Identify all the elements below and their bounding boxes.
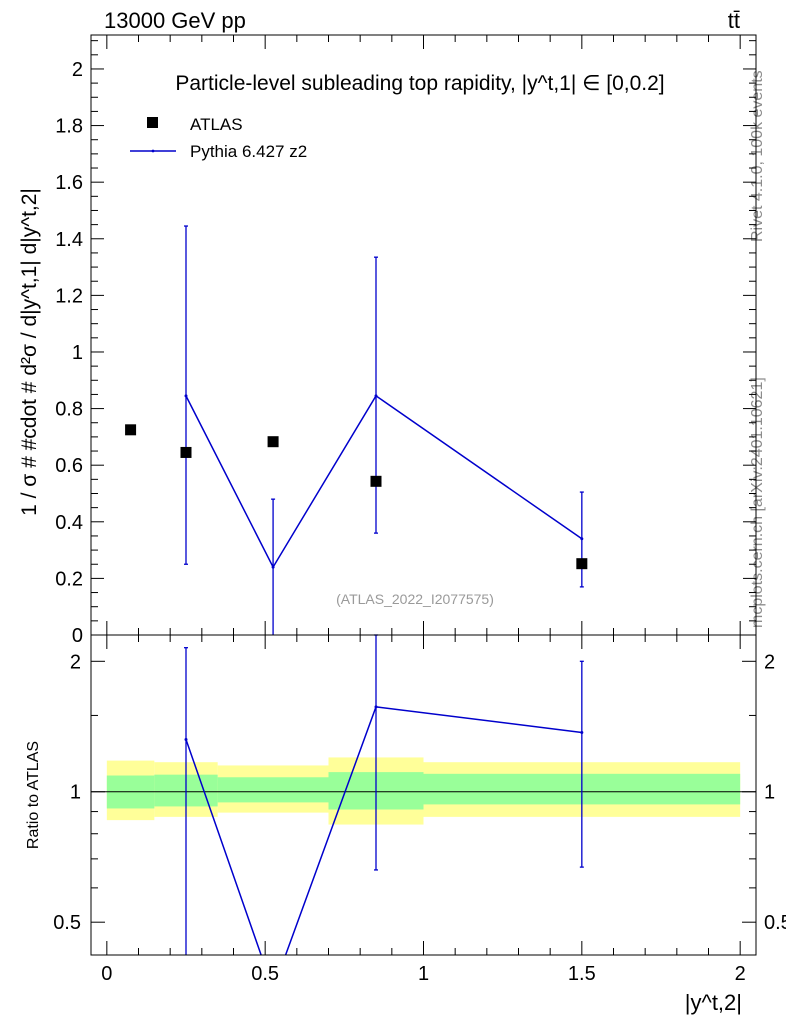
main-ytick-label: 1.8 xyxy=(55,116,83,138)
main-ytick-label: 1.2 xyxy=(55,285,83,307)
legend-atlas-marker xyxy=(147,117,158,128)
ratio-mc-point xyxy=(580,731,584,735)
ratio-ytick-label: 1 xyxy=(70,782,81,804)
ratio-ytick-label-right: 1 xyxy=(764,782,775,804)
ratio-xtick-label: 2 xyxy=(735,963,746,985)
atlas-data-point xyxy=(180,446,192,458)
header-left: 13000 GeV pp xyxy=(104,8,246,33)
main-ytick-label: 2 xyxy=(72,59,83,81)
main-ytick-label: 0.8 xyxy=(55,399,83,421)
ratio-mc-line xyxy=(185,706,582,955)
main-ytick-label: 0 xyxy=(72,625,83,647)
ratio-panel: 0.5 0.5 1 1 2 2 0 0.5 1 1.5 2 Ratio to ATLAS |y^t… xyxy=(25,634,786,1015)
mc-point xyxy=(580,537,584,541)
legend-mc-label: Pythia 6.427 z2 xyxy=(190,142,307,161)
mc-point xyxy=(374,394,378,398)
legend-atlas-label: ATLAS xyxy=(190,115,243,134)
ratio-xlabel: |y^t,2| xyxy=(685,990,742,1015)
ratio-ytick-label-right: 2 xyxy=(764,651,775,673)
ratio-xtick-label: 0.5 xyxy=(251,963,279,985)
atlas-data-point xyxy=(125,424,137,436)
ratio-ytick-label: 2 xyxy=(70,651,81,673)
main-ytick-label: 0.6 xyxy=(55,455,83,477)
atlas-data-point xyxy=(370,475,382,487)
ratio-xtick-label: 0 xyxy=(101,963,112,985)
ratio-xtick-label: 1 xyxy=(418,963,429,985)
main-panel: 0 0.2 0.4 0.6 0.8 1 1.2 1.4 1.6 1.8 2 Particle-lev… xyxy=(18,34,757,647)
ratio-mc-point xyxy=(374,705,378,709)
main-ytick-label: 1 xyxy=(72,342,83,364)
ratio-ytick-label: 0.5 xyxy=(53,912,81,934)
ratio-ytick-label-right: 0.5 xyxy=(764,912,786,934)
rivet-label: Rivet 4.1.0, 100k events xyxy=(749,70,766,242)
main-title: Particle-level subleading top rapidity, … xyxy=(175,72,664,95)
ratio-ylabel: Ratio to ATLAS xyxy=(25,741,42,849)
mc-series-line xyxy=(185,394,583,569)
analysis-watermark: (ATLAS_2022_I2077575) xyxy=(336,591,494,607)
ratio-mc-point xyxy=(184,737,188,741)
legend-mc-marker xyxy=(151,149,155,153)
mcplots-label: mcplots.cern.ch [arXiv:2401.10621] xyxy=(749,377,766,628)
main-ytick-label: 1.4 xyxy=(55,229,83,251)
mc-point xyxy=(184,394,188,398)
main-ylabel: 1 / σ # #cdot # d²σ / d|y^t,1| d|y^t,2| xyxy=(18,188,41,516)
ratio-band-inner xyxy=(217,777,329,803)
main-ytick-label: 0.4 xyxy=(55,512,83,534)
legend: ATLAS Pythia 6.427 z2 xyxy=(130,115,307,161)
mc-point xyxy=(271,565,275,569)
main-ytick-label: 1.6 xyxy=(55,172,83,194)
main-ytick-label: 0.2 xyxy=(55,568,83,590)
atlas-data-point xyxy=(267,436,279,448)
atlas-data-point xyxy=(576,558,588,570)
header-right: tt̄ xyxy=(728,8,740,33)
ratio-xtick-label: 1.5 xyxy=(568,963,596,985)
